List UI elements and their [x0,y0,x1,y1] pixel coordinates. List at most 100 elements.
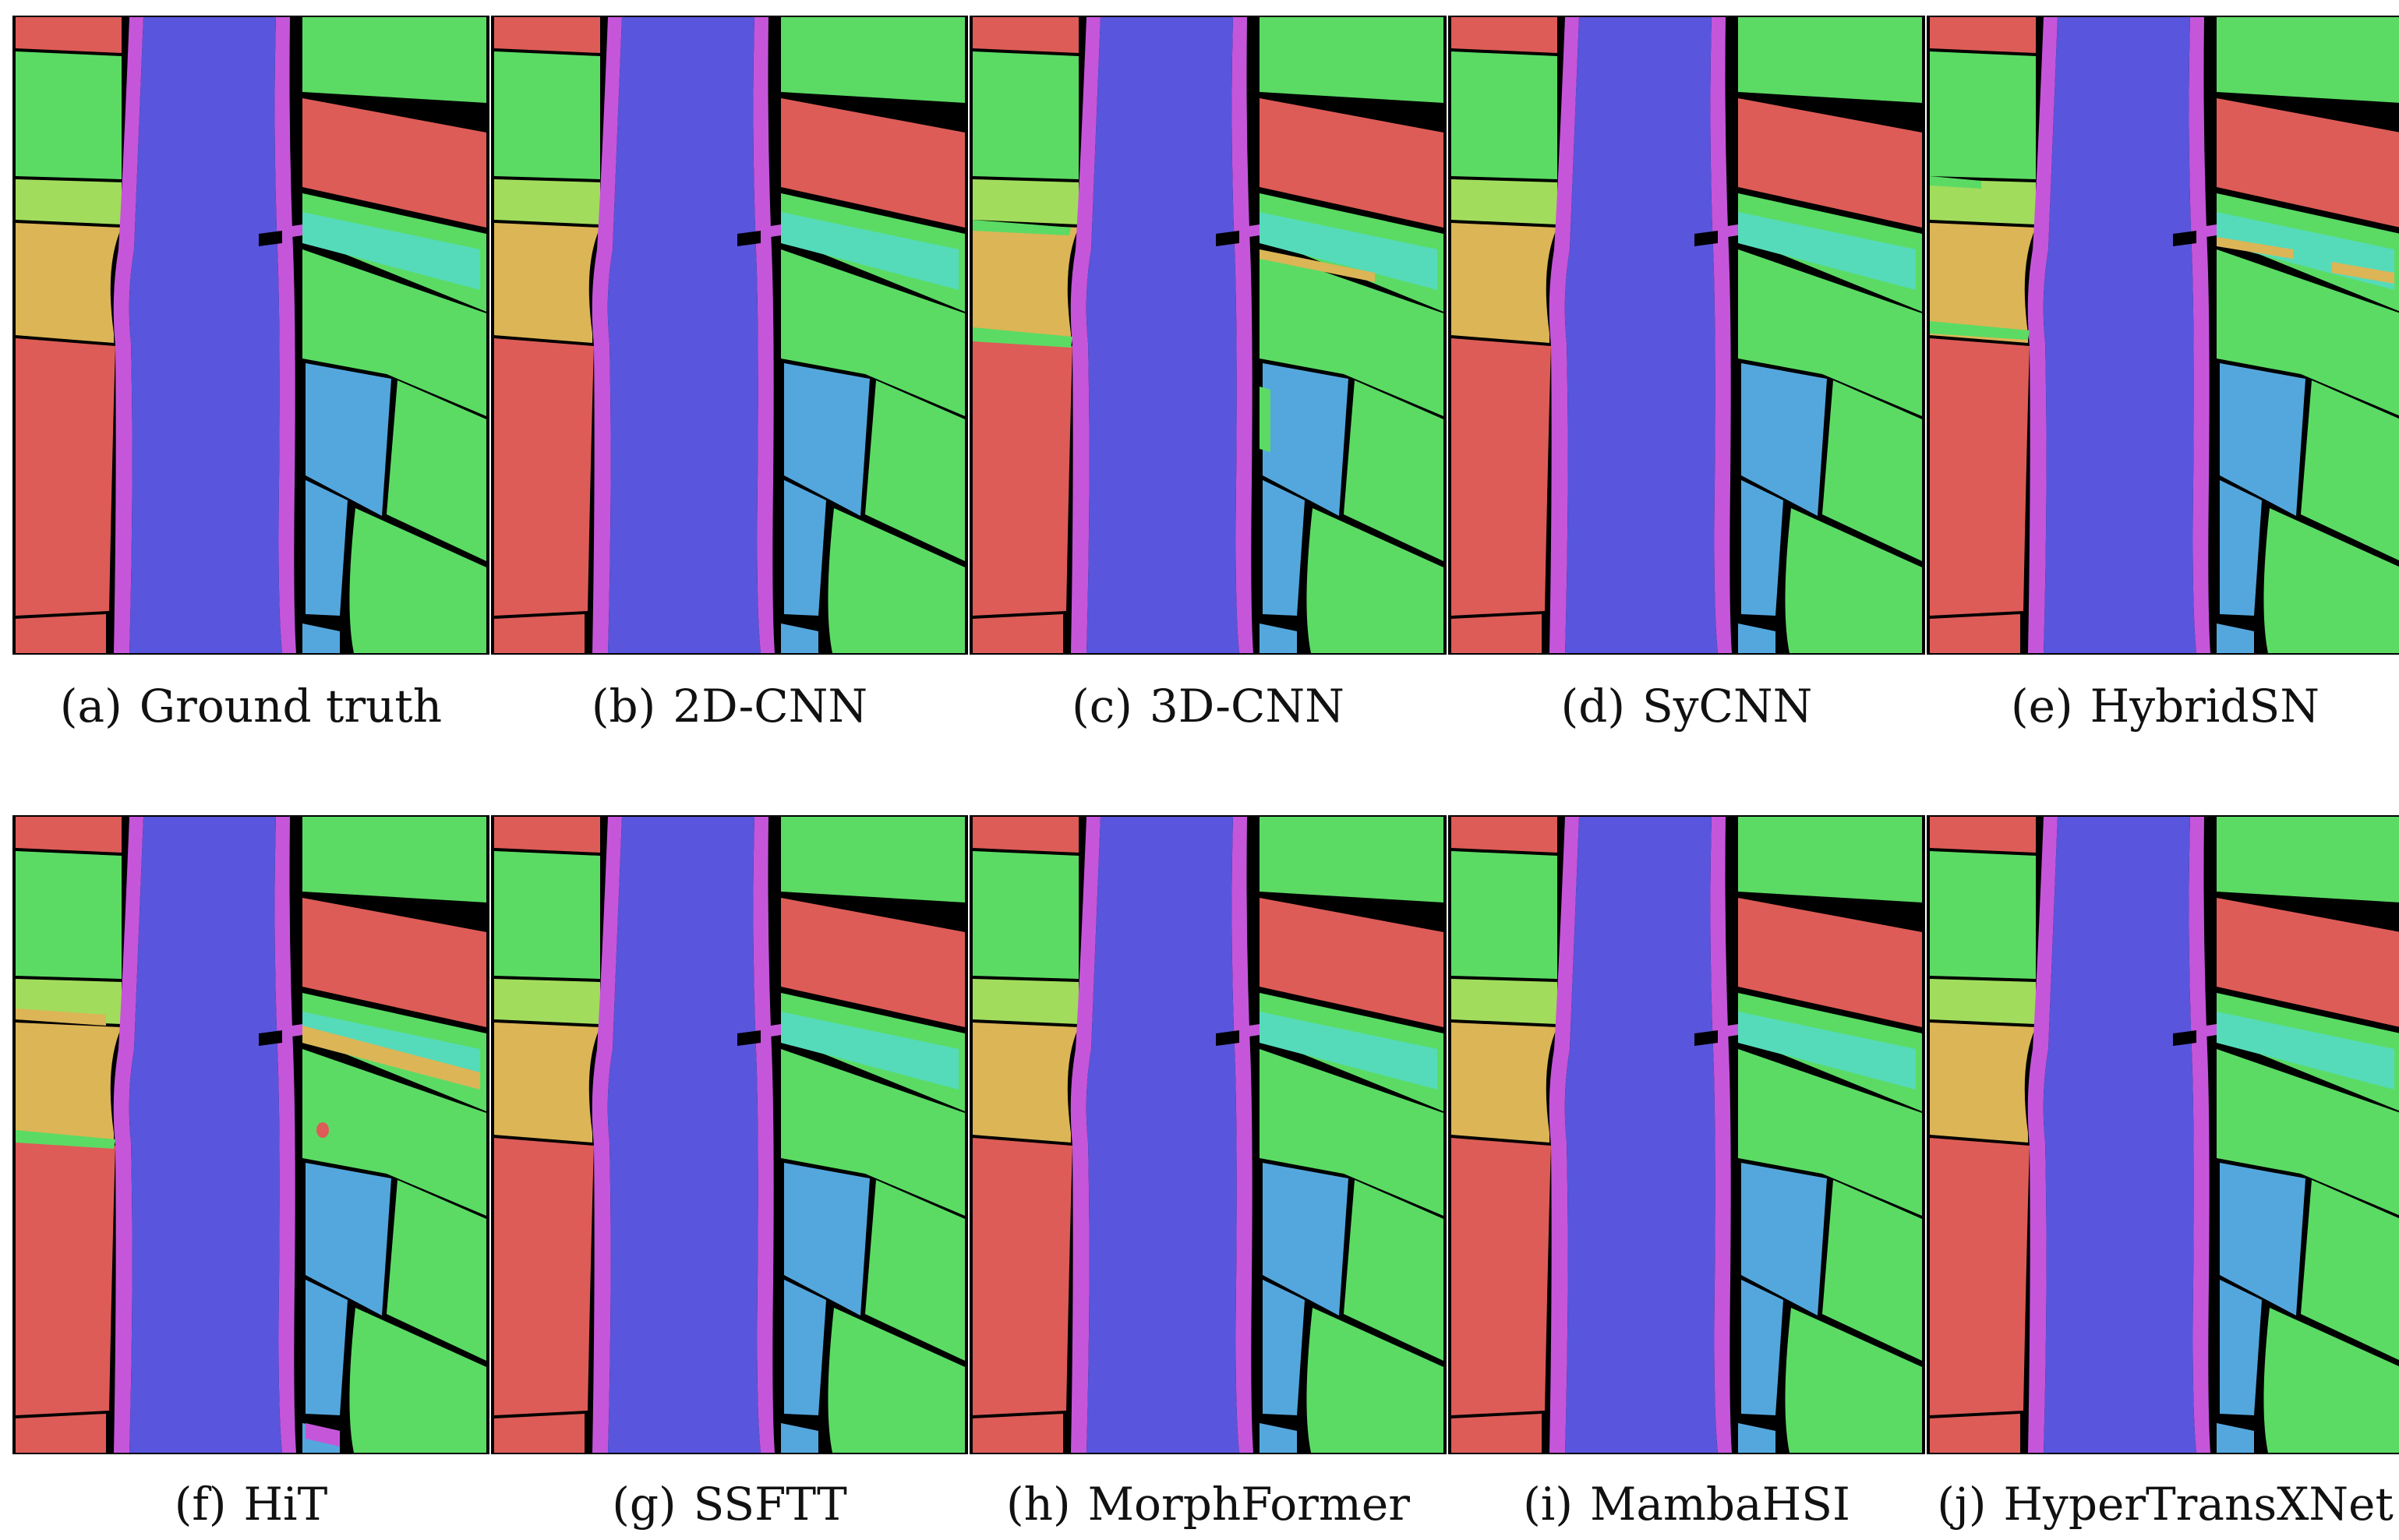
field-blue-right [2220,1163,2305,1316]
field-cyan-right [2217,1012,2394,1090]
field-cyan-right [1738,1012,1916,1090]
bridge-mark-bank [1239,1024,1260,1038]
field-red-left [16,1138,115,1415]
classification-map-j [1927,815,2399,1454]
field-lime-left [973,179,1079,224]
field-lime-left [494,979,600,1024]
noise-patch [316,1122,329,1138]
map-svg [1927,815,2399,1454]
field-blue-right-lower [2220,480,2262,616]
field-red-top-left [16,817,122,853]
river-bank-left [113,817,143,1453]
field-green-right-lower [302,1049,486,1216]
river-bank-left [592,17,622,653]
field-red-top-left [973,817,1079,853]
field-green-right-lower2 [387,1180,486,1361]
field-blue-bottom [781,623,818,653]
field-red-top-left [1451,817,1557,853]
river-bank-right [1710,817,1732,1453]
river [1086,817,1239,1453]
field-blue-right [306,363,391,516]
classification-map-b [491,16,968,655]
bridge-mark-bank [282,224,302,238]
bridge-mark-bank [1718,224,1738,238]
caption-h: (h) MorphFormer [970,1478,1447,1531]
classification-map-d [1448,16,1925,655]
caption-label: SyCNN [1642,680,1813,733]
field-red-top-left [973,17,1079,53]
field-cyan-right [1738,212,1916,290]
field-red-right [1738,898,1922,1027]
bridge-mark-bank [761,224,781,238]
caption-g: (g) SSFTT [491,1478,968,1531]
field-green-right-lower [302,249,486,416]
bridge-mark-bank [282,1024,302,1038]
map-svg [970,815,1447,1454]
field-green-right-bottom [1785,1308,1922,1453]
river [2043,817,2196,1453]
noise-patch [302,1026,480,1090]
bridge-mark [1694,231,1718,246]
field-green-right-lower2 [2301,1180,2399,1361]
caption-label: Ground truth [139,680,443,733]
field-green-right-lower [1260,1049,1443,1216]
noise-patch [16,1008,106,1026]
caption-letter: (f) [174,1478,227,1531]
field-green-right-bottom [828,508,965,653]
map-svg [970,16,1447,655]
field-green-right-lower2 [1822,380,1922,561]
field-red-right [302,98,486,228]
field-yellow-left [1930,223,2036,343]
field-red-left [494,1138,594,1415]
bridge-mark [259,231,282,246]
caption-letter: (g) [612,1478,677,1531]
field-green-right-lower [1738,249,1922,416]
river-bank-left [1070,817,1101,1453]
field-cyan-right [302,212,480,290]
field-green-left-upper [1930,51,2036,179]
field-green-right-lower [1738,1049,1922,1216]
river-bank-left [2027,817,2058,1453]
classification-map-f [12,815,489,1454]
field-red-bottom-left [1930,1414,2020,1453]
caption-c: (c) 3D-CNN [970,680,1447,733]
field-red-bottom-left [973,614,1063,653]
caption-letter: (c) [1072,680,1132,733]
caption-f: (f) HiT [12,1478,489,1531]
caption-label: 2D-CNN [673,680,868,733]
river [1564,817,1718,1453]
field-green-right-bottom [349,508,486,653]
bridge-mark [2173,231,2196,246]
field-green-right-top [1260,817,1443,902]
map-svg [1448,16,1925,655]
field-green-left-upper [494,851,600,979]
bridge-mark [1216,1030,1239,1046]
field-blue-right [784,1163,870,1316]
classification-map-c [970,16,1447,655]
field-red-top-left [494,817,600,853]
field-red-bottom-left [1451,614,1542,653]
bridge-mark [737,231,761,246]
noise-patch [1930,321,2030,340]
field-cyan-right [781,1012,959,1090]
field-red-top-left [16,17,122,53]
caption-j: (j) HyperTransXNet [1927,1478,2399,1531]
field-blue-bottom [302,623,340,653]
caption-letter: (a) [59,680,122,733]
field-green-right-lower2 [387,380,486,561]
river [129,817,282,1453]
field-yellow-left [1930,1023,2036,1143]
field-yellow-left [1451,1023,1557,1143]
noise-patch [1930,176,1981,189]
field-red-bottom-left [16,614,106,653]
field-green-left-upper [1451,851,1557,979]
field-green-right-bottom [2263,1308,2399,1453]
field-blue-right [2220,363,2305,516]
caption-label: HybridSN [2090,680,2320,733]
field-green-right-lower2 [1344,1180,1443,1361]
bridge-mark [1694,1030,1718,1046]
field-green-right-lower2 [1344,380,1443,561]
river-bank-right [1231,817,1253,1453]
caption-letter: (i) [1523,1478,1573,1531]
field-green-right-lower [781,249,965,416]
